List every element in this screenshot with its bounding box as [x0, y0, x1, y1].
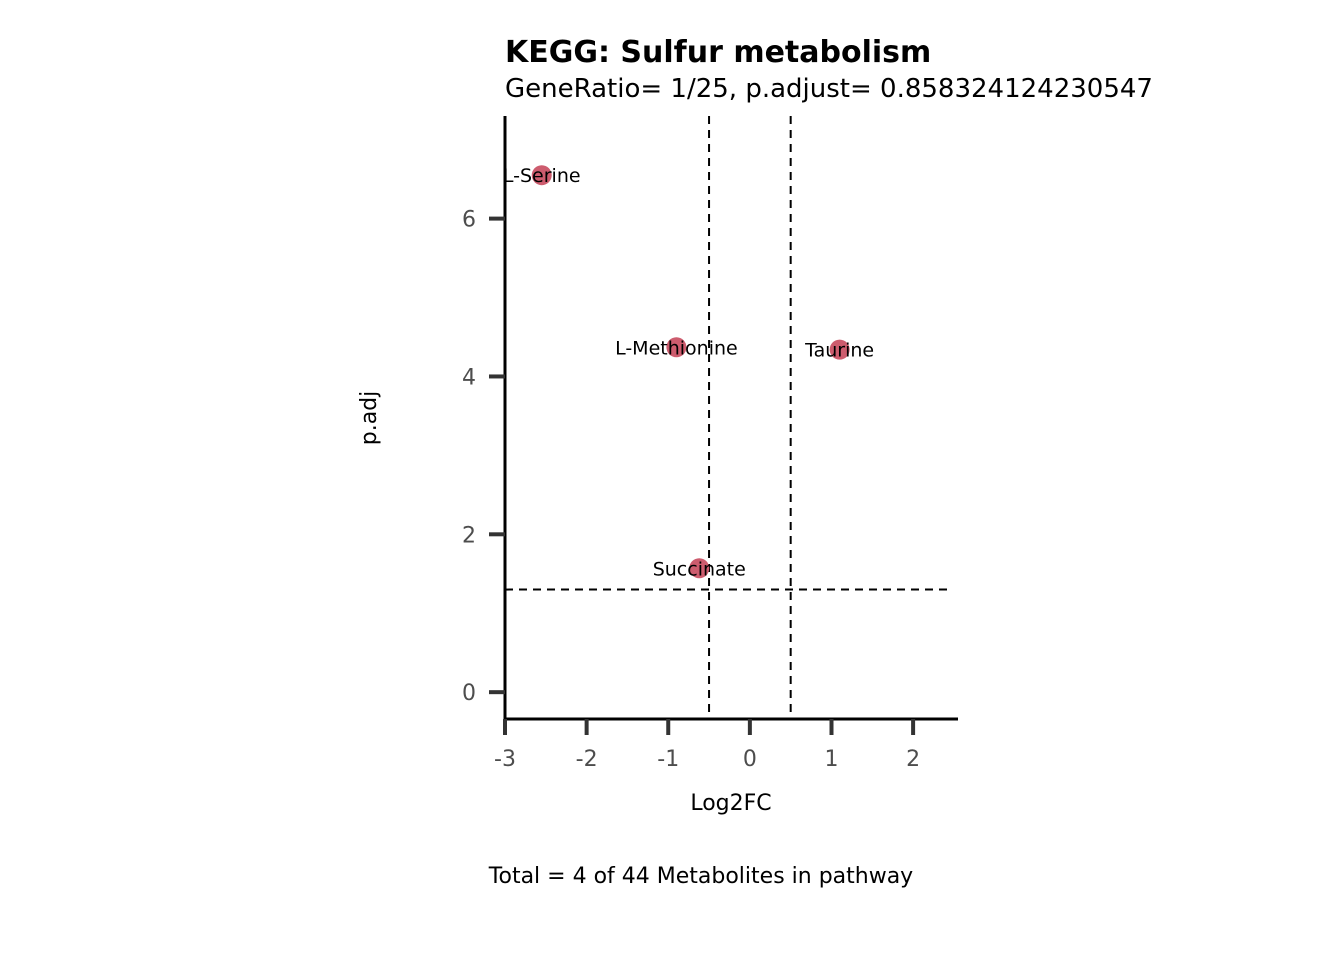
y-tick-label: 4: [462, 365, 476, 390]
x-tick-label: 0: [743, 747, 757, 772]
point-label: Taurine: [804, 340, 874, 362]
x-tick-label: 2: [906, 747, 920, 772]
x-axis-ticks: -3 -2 -1 0 1 2: [494, 719, 920, 772]
x-axis-title: Log2FC: [690, 791, 771, 816]
y-axis-ticks: 0 2 4 6: [462, 208, 505, 706]
point-label: Succinate: [653, 558, 746, 580]
y-tick-label: 6: [462, 208, 476, 233]
y-tick-label: 0: [462, 681, 476, 706]
chart-subtitle: GeneRatio= 1/25, p.adjust= 0.85832412423…: [505, 74, 1153, 104]
chart-caption: Total = 4 of 44 Metabolites in pathway: [488, 864, 913, 889]
y-tick-label: 2: [462, 523, 476, 548]
point-label: L-Methionine: [615, 337, 738, 359]
x-tick-label: 1: [824, 747, 838, 772]
chart-title: KEGG: Sulfur metabolism: [505, 35, 931, 70]
point-label: L-Serine: [503, 165, 581, 187]
data-point: [531, 165, 552, 186]
x-tick-label: -1: [657, 747, 679, 772]
plot-area: L-Serine L-Methionine Taurine Succinate: [503, 116, 950, 719]
data-point: [689, 558, 710, 579]
x-tick-label: -2: [576, 747, 598, 772]
y-axis-title: p.adj: [357, 391, 382, 446]
x-tick-label: -3: [494, 747, 516, 772]
data-point: [829, 339, 850, 360]
data-point: [666, 337, 687, 358]
